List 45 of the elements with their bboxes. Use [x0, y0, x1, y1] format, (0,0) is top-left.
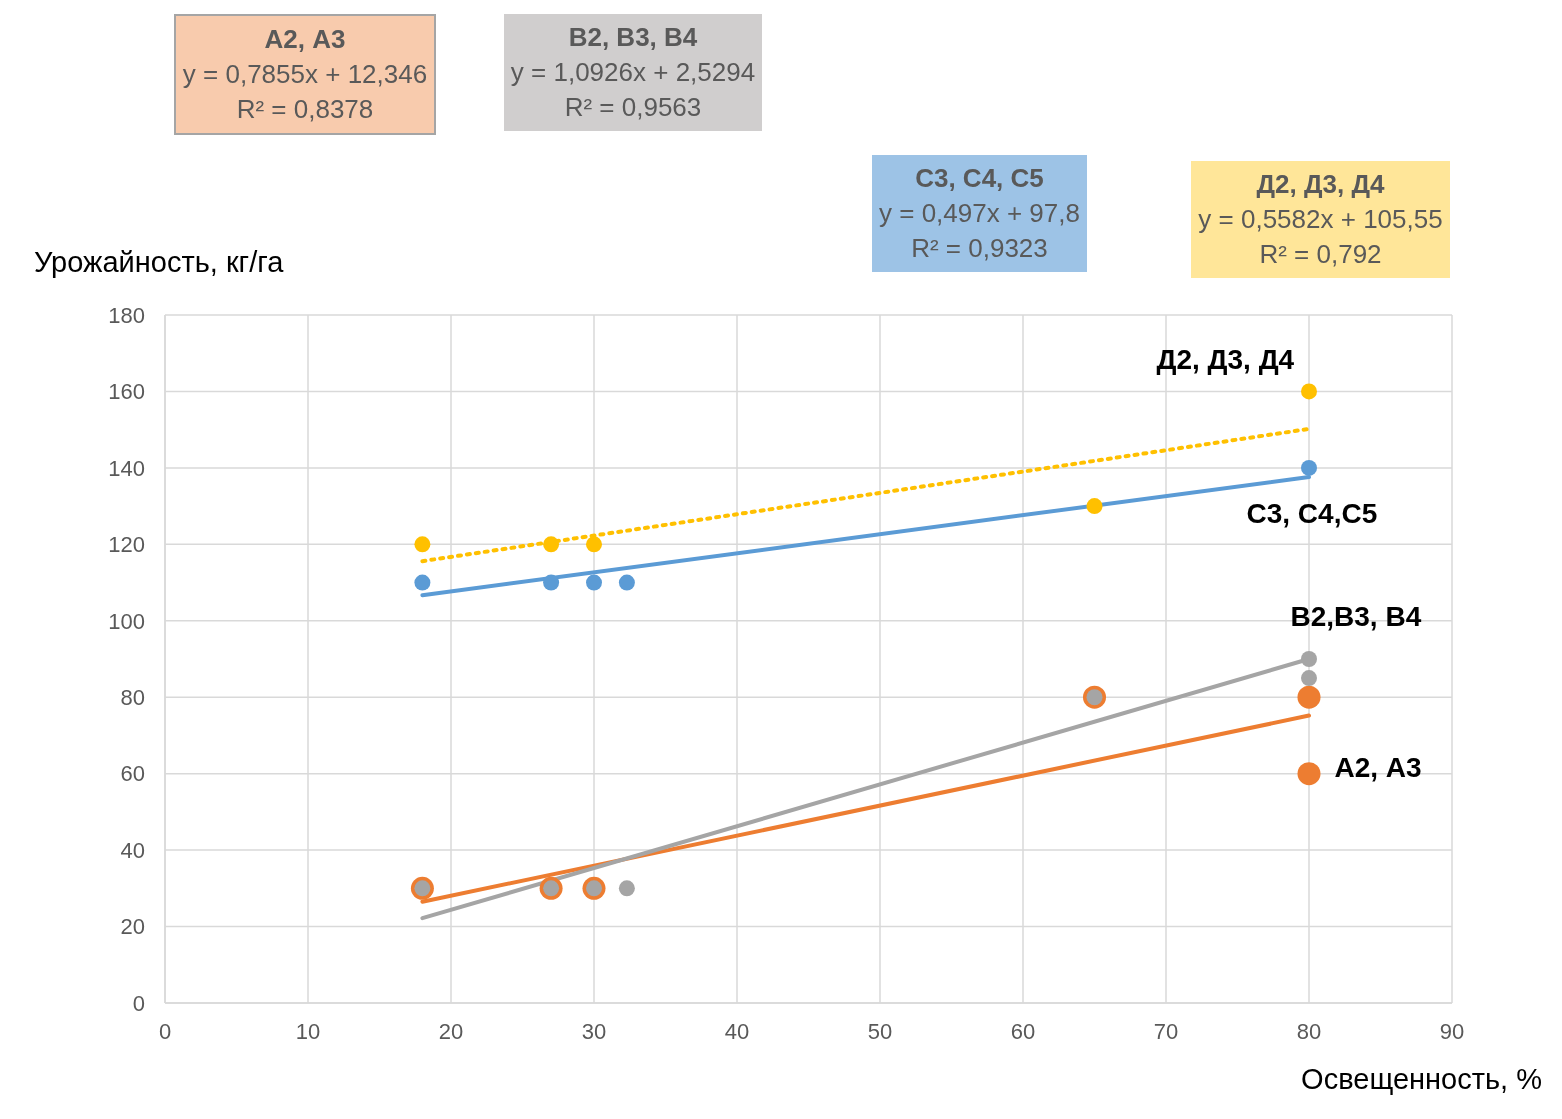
- x-tick-label: 30: [581, 1018, 607, 1044]
- x-tick-label: 90: [1439, 1018, 1465, 1044]
- series-label: В2,В3, В4: [1290, 601, 1422, 633]
- point: [1297, 762, 1321, 786]
- x-tick-label: 70: [1153, 1018, 1179, 1044]
- x-tick-label: 20: [438, 1018, 464, 1044]
- x-tick-label: 10: [295, 1018, 321, 1044]
- point: [1297, 685, 1321, 709]
- y-tick-label: 180: [108, 302, 145, 328]
- x-tick-label: 80: [1296, 1018, 1322, 1044]
- y-tick-label: 20: [120, 914, 145, 940]
- point: [1086, 498, 1103, 515]
- point: [414, 536, 431, 553]
- y-tick-label: 120: [108, 532, 145, 558]
- y-tick-label: 80: [120, 685, 145, 711]
- point: [586, 536, 602, 553]
- x-tick-label: 40: [724, 1018, 750, 1044]
- text: В2, В3, В4 y = 1,0926x + 2,5294 R² = 0,9563: [509, 21, 757, 124]
- point: [543, 574, 560, 591]
- text: Д2, Д3, Д4 y = 0,5582x + 105,55 R² = 0,792: [1197, 168, 1444, 271]
- x-tick-label: 0: [158, 1018, 172, 1044]
- text: А2, А3 y = 0,7855x + 12,346 R² = 0,8378: [181, 23, 429, 126]
- y-tick-label: 160: [108, 379, 145, 405]
- y-tick-label: 100: [108, 608, 145, 634]
- y-tick-label: 140: [108, 455, 145, 481]
- point: [618, 880, 635, 897]
- point: [1301, 383, 1317, 400]
- series-label: Д2, Д3, Д4: [1156, 343, 1295, 375]
- point: [543, 536, 560, 553]
- y-tick-label: 0: [132, 990, 145, 1016]
- series-label: С3, С4,С5: [1246, 498, 1378, 530]
- text: С3, С4, С5 y = 0,497x + 97,8 R² = 0,9323: [878, 162, 1081, 265]
- x-axis-title: Освещенность, %: [1301, 1063, 1542, 1096]
- series-label: А2, А3: [1334, 752, 1422, 784]
- point: [1301, 459, 1317, 476]
- point: [1301, 670, 1317, 687]
- x-tick-label: 60: [1010, 1018, 1036, 1044]
- point: [618, 574, 635, 591]
- point: [1301, 651, 1317, 667]
- y-tick-label: 60: [120, 761, 145, 787]
- point: [586, 574, 602, 591]
- y-tick-label: 40: [120, 837, 145, 863]
- y-axis-title: Урожайность, кг/га: [34, 246, 284, 279]
- x-tick-label: 50: [867, 1018, 893, 1044]
- point: [414, 574, 431, 591]
